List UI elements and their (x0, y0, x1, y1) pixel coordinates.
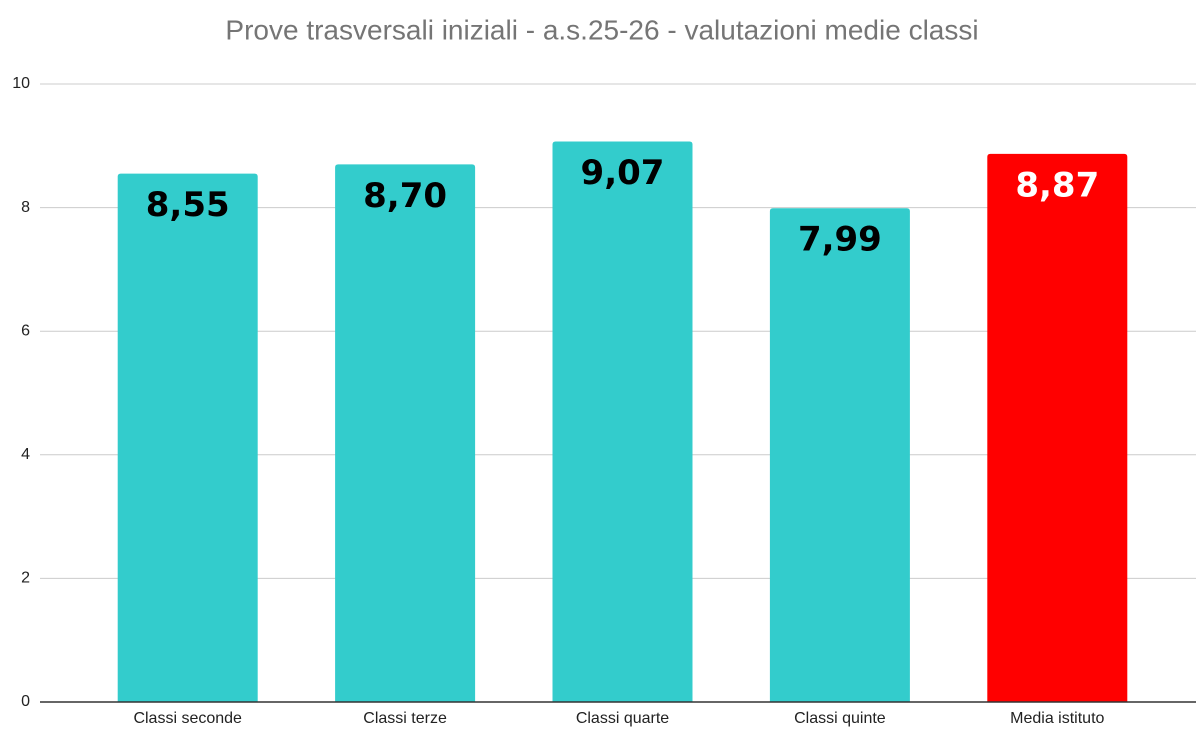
data-label: 8,87 (1015, 165, 1099, 205)
data-label: 8,70 (363, 176, 447, 216)
x-tick-label: Classi quarte (576, 710, 669, 727)
data-label: 8,55 (146, 185, 230, 225)
x-tick-label: Classi quinte (794, 710, 886, 727)
data-label: 7,99 (798, 220, 882, 260)
y-tick-label: 10 (12, 75, 30, 92)
y-tick-label: 0 (21, 693, 30, 710)
x-tick-label: Classi seconde (133, 710, 242, 727)
x-tick-label: Classi terze (363, 710, 447, 727)
y-tick-label: 4 (21, 446, 30, 463)
data-label: 9,07 (581, 153, 665, 193)
bar (552, 141, 693, 702)
y-tick-label: 2 (21, 570, 30, 587)
bar (987, 153, 1128, 703)
bar (335, 164, 476, 703)
y-tick-label: 8 (21, 199, 30, 216)
y-tick-label: 6 (21, 322, 30, 339)
bar (117, 173, 258, 703)
x-tick-label: Media istituto (1010, 710, 1104, 727)
bar (769, 208, 910, 702)
chart-title: Prove trasversali iniziali - a.s.25-26 -… (225, 14, 978, 45)
